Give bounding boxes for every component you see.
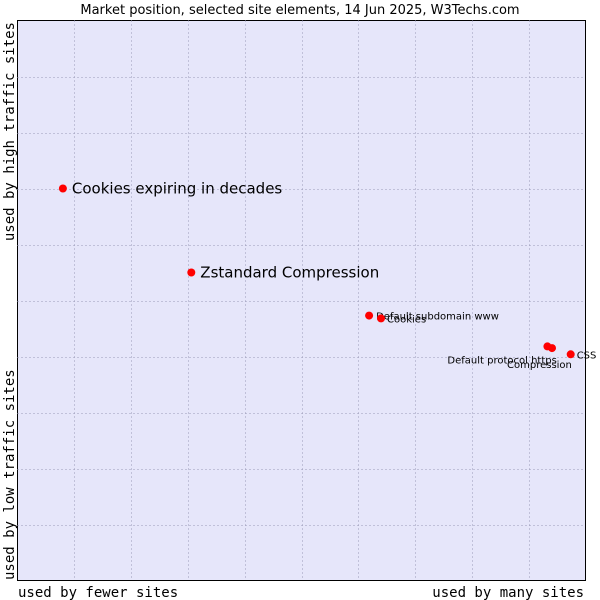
x-axis-low-label: used by fewer sites	[18, 585, 178, 600]
y-axis-high-label: used by high traffic sites	[2, 22, 18, 241]
data-points: Cookies expiring in decades Zstandard Com…	[58, 180, 597, 371]
marker-default-subdomain-www	[365, 311, 374, 320]
marker-cookies-expiring-in-decades	[58, 184, 67, 193]
marker-cookies	[377, 314, 385, 323]
marker-css	[566, 350, 575, 359]
marker-zstandard-compression	[187, 268, 196, 277]
label-cookies: Cookies	[387, 314, 426, 325]
plot-area	[17, 20, 586, 581]
chart-title: Market position, selected site elements,…	[80, 3, 519, 18]
marker-compression	[548, 344, 556, 353]
label-zstandard-compression: Zstandard Compression	[200, 264, 379, 282]
label-cookies-expiring-in-decades: Cookies expiring in decades	[72, 180, 283, 198]
label-css: CSS	[577, 350, 597, 361]
label-default-protocol-https: Default protocol https	[447, 355, 556, 366]
label-compression: Compression	[507, 360, 572, 371]
y-axis-low-label: used by low traffic sites	[2, 369, 18, 580]
label-default-subdomain-www: Default subdomain www	[376, 312, 499, 323]
x-axis-high-label: used by many sites	[432, 585, 584, 600]
grid	[17, 20, 586, 581]
